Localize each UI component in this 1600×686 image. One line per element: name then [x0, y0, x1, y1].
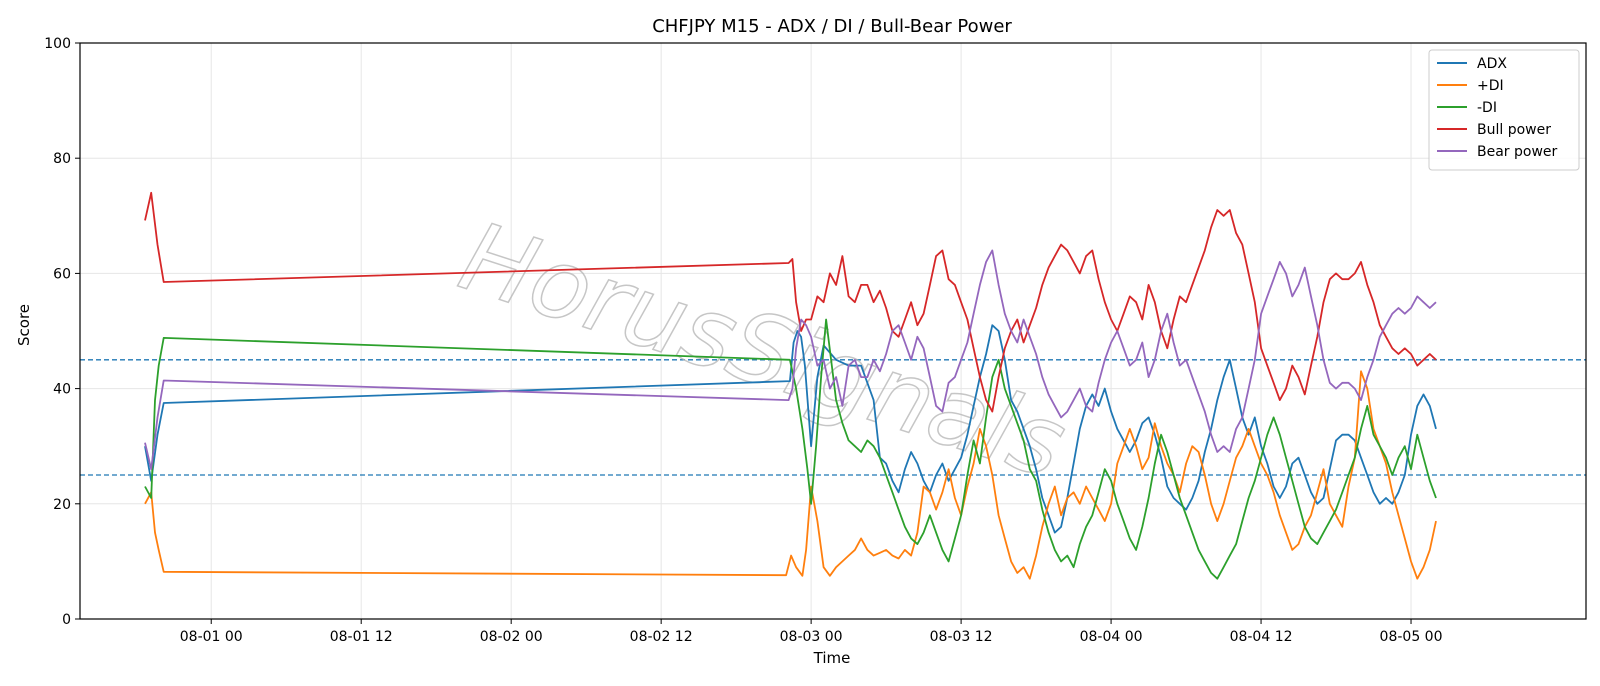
chart-title: CHFJPY M15 - ADX / DI / Bull-Bear Power — [652, 16, 1012, 37]
legend-label: ADX — [1477, 56, 1507, 72]
grid — [80, 42, 1586, 620]
legend-label: Bear power — [1477, 144, 1558, 160]
x-tick-label: 08-03 00 — [780, 629, 843, 645]
x-tick-label: 08-05 00 — [1380, 629, 1443, 645]
x-axis-ticks: 08-01 00 08-01 12 08-02 00 08-02 12 08-03 00… — [180, 619, 1443, 645]
y-tick-label: 40 — [53, 382, 71, 398]
series-line-di — [144, 318, 1437, 580]
y-tick-label: 60 — [53, 266, 71, 282]
x-tick-label: 08-04 00 — [1080, 629, 1143, 645]
legend-label: +DI — [1477, 78, 1504, 94]
legend-label: -DI — [1477, 100, 1497, 116]
y-tick-label: 100 — [44, 36, 71, 52]
y-tick-label: 20 — [53, 497, 71, 513]
x-tick-label: 08-01 00 — [180, 629, 243, 645]
x-tick-label: 08-02 00 — [480, 629, 543, 645]
y-axis-ticks: 0 20 40 60 80 100 — [44, 36, 80, 628]
x-tick-label: 08-02 12 — [630, 629, 693, 645]
y-axis-label: Score — [15, 304, 33, 346]
legend-label: Bull power — [1477, 122, 1551, 138]
x-tick-label: 08-03 12 — [930, 629, 993, 645]
plot-frame — [79, 42, 1587, 620]
y-tick-label: 80 — [53, 151, 71, 167]
reference-lines — [80, 359, 1586, 476]
x-tick-label: 08-01 12 — [330, 629, 393, 645]
series-line-bear-power — [144, 249, 1437, 471]
legend-box — [1428, 49, 1580, 171]
y-tick-label: 0 — [62, 612, 71, 628]
x-tick-label: 08-04 12 — [1230, 629, 1293, 645]
series-line-di — [144, 370, 1437, 580]
legend: ADX +DI -DI Bull power Bear power — [1428, 49, 1580, 171]
series — [144, 191, 1437, 580]
series-line-bull-power — [144, 191, 1437, 413]
x-axis-label: Time — [813, 649, 851, 667]
